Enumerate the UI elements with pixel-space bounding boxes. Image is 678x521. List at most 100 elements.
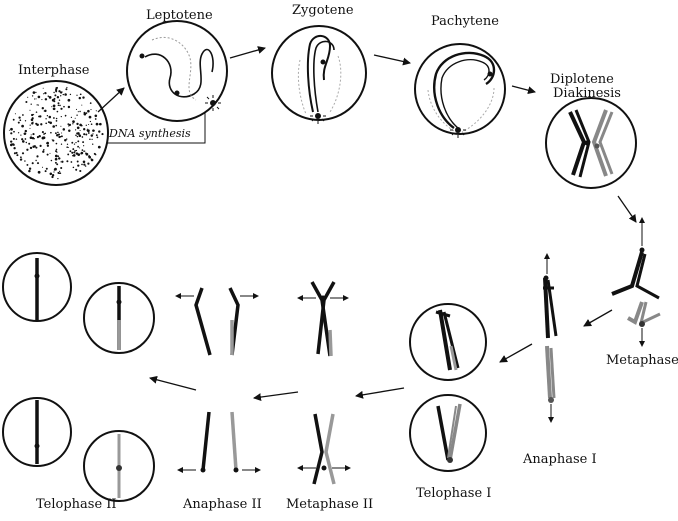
chromatin-speck — [83, 145, 85, 147]
telophase-2-cell-1 — [2, 252, 72, 322]
chromatin-speck — [12, 137, 15, 140]
chromatin-speck — [10, 140, 13, 143]
chromatin-speck — [87, 162, 90, 165]
arrow-zygotene-to-pachytene — [373, 54, 411, 66]
chromatin-speck — [13, 147, 16, 150]
chromatin-speck — [55, 142, 58, 145]
chromatin-speck — [54, 161, 57, 164]
chromatin-speck — [83, 128, 86, 131]
chromatin-speck — [76, 114, 78, 116]
chromatin-speck — [70, 116, 73, 119]
chromatin-speck — [54, 167, 57, 171]
chromatin-speck — [29, 124, 31, 126]
chromatin-speck — [52, 104, 56, 108]
chromatin-speck — [88, 115, 92, 119]
chromatin-speck — [21, 124, 24, 128]
chromatin-speck — [31, 95, 34, 97]
chromatin-speck — [31, 162, 34, 165]
chromatin-speck — [44, 98, 48, 101]
chromatin-speck — [28, 167, 32, 170]
chromatin-speck — [72, 120, 75, 123]
chromatin-speck — [59, 172, 62, 174]
chromatin-speck — [72, 148, 75, 151]
chromatin-speck — [69, 150, 72, 153]
telophase-1-cell-top — [409, 303, 487, 381]
arrow-anaphase2-to-telophase2 — [149, 375, 197, 391]
chromatin-speck — [90, 109, 92, 111]
chromatin-speck — [29, 136, 33, 140]
chromatin-speck — [36, 162, 40, 165]
chromatin-speck — [51, 106, 53, 108]
chromatin-speck — [23, 132, 26, 135]
chromatin-speck — [97, 136, 99, 138]
telophase-1-cell-bottom — [409, 394, 487, 472]
chromatin-speck — [80, 151, 84, 155]
chromatin-speck — [60, 166, 63, 170]
chromatin-speck — [26, 163, 29, 166]
label-telophase-1: Telophase I — [416, 486, 492, 501]
chromatin-speck — [88, 123, 90, 126]
chromatin-speck — [90, 158, 94, 162]
chromatin-speck — [27, 96, 29, 98]
arrow-diplotene-to-metaphase1 — [617, 195, 637, 223]
chromatin-speck — [17, 121, 20, 124]
label-interphase: Interphase — [18, 63, 90, 78]
chromatin-speck — [81, 104, 83, 106]
chromatin-speck — [42, 136, 46, 140]
chromatin-speck — [39, 115, 42, 118]
chromatin-speck — [90, 134, 94, 137]
chromatin-speck — [55, 148, 58, 151]
chromatin-speck — [70, 161, 73, 163]
chromatin-speck — [75, 108, 78, 110]
chromatin-speck — [76, 126, 80, 130]
label-metaphase-2: Metaphase II — [286, 497, 374, 512]
chromatin-speck — [82, 141, 85, 144]
chromatin-speck — [92, 143, 94, 145]
chromatin-speck — [51, 174, 55, 177]
chromatin-speck — [76, 122, 79, 126]
chromatin-speck — [48, 115, 52, 119]
chromatin-speck — [32, 91, 36, 94]
chromatin-speck — [74, 129, 77, 131]
dna-synthesis-bracket — [106, 110, 206, 144]
chromatin-speck — [37, 170, 41, 174]
chromatin-speck — [60, 125, 62, 127]
chromatin-speck — [19, 119, 22, 122]
chromatin-speck — [94, 114, 98, 118]
chromatin-speck — [44, 170, 47, 173]
label-anaphase-2: Anaphase II — [183, 497, 262, 512]
chromatin-speck — [14, 113, 16, 115]
chromatin-speck — [36, 123, 39, 127]
chromatin-speck — [36, 104, 38, 106]
chromatin-speck — [66, 143, 69, 145]
chromatin-speck — [94, 118, 97, 120]
chromatin-speck — [60, 135, 62, 138]
chromatin-speck — [95, 110, 97, 112]
chromatin-speck — [64, 114, 67, 117]
chromatin-speck — [83, 163, 86, 166]
arrow-leptotene-to-zygotene — [229, 46, 266, 59]
chromatin-speck — [83, 150, 86, 152]
chromatin-speck — [60, 143, 63, 145]
chromatin-speck — [32, 133, 35, 136]
arrow-metaphase2-to-anaphase2 — [253, 391, 299, 402]
chromatin-speck — [46, 153, 49, 156]
chromatin-speck — [75, 149, 78, 152]
chromatin-speck — [75, 141, 77, 144]
chromatin-speck — [45, 118, 47, 120]
chromatin-speck — [36, 155, 39, 158]
arrow-interphase-to-leptotene — [97, 87, 125, 113]
chromatin-speck — [56, 163, 59, 166]
chromatin-speck — [33, 138, 35, 140]
chromatin-speck — [28, 142, 31, 145]
chromatin-speck — [49, 152, 51, 154]
chromatin-speck — [35, 98, 37, 100]
chromatin-speck — [44, 91, 47, 95]
chromatin-speck — [44, 109, 47, 113]
chromatin-speck — [95, 122, 99, 126]
chromatin-speck — [19, 158, 23, 161]
chromatin-speck — [89, 120, 92, 123]
telophase-2-cell-4 — [83, 430, 155, 502]
chromatin-speck — [62, 93, 64, 96]
